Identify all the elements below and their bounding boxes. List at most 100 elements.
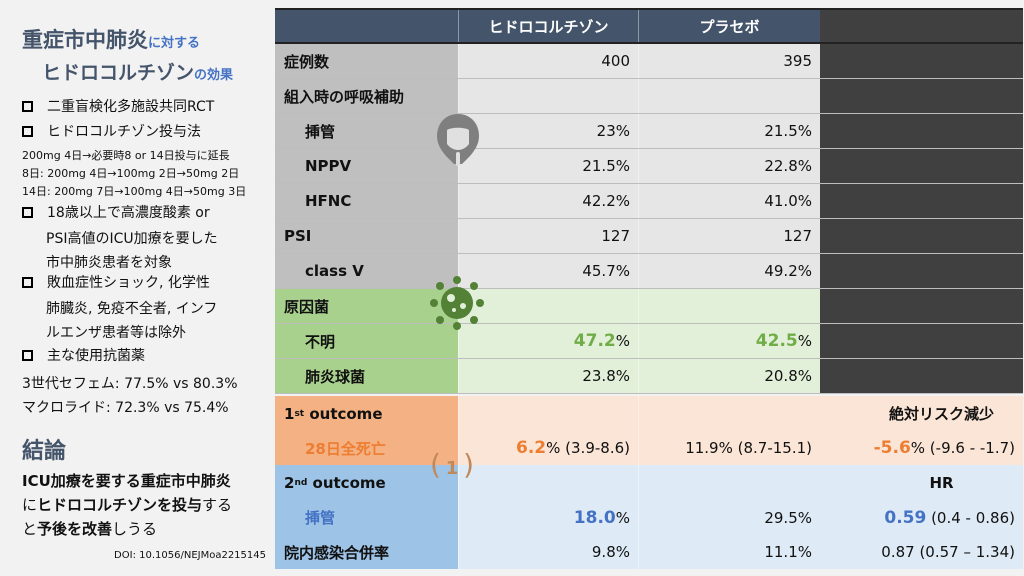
empty-cell [820,184,1023,218]
row-label: 挿管 [275,114,458,148]
bullet-text: 主な使用抗菌薬 [47,348,145,364]
cell: 21.5% [638,114,820,148]
header-empty [820,10,1023,42]
cell: 11.9% (8.7-15.1) [638,431,820,465]
cell [458,79,638,113]
title-line-2: ヒドロコルチゾンの効果 [42,58,233,85]
cell: 41.0% [638,184,820,218]
conclusion-line: にヒドロコルチゾンを投与する [22,494,232,515]
text-bold: ヒドロコルチゾンを投与 [37,496,203,514]
bullet-text: PSI高値のICU加療を要した [46,231,218,247]
cell [638,465,820,500]
cell: 23.8% [458,359,638,393]
laurel-left-icon: ( [430,448,441,481]
row-label: HFNC [275,184,458,218]
empty-cell [820,44,1023,78]
header-cell [275,10,458,42]
value: 45.7% [582,262,630,280]
title-main: 重症市中肺炎 [22,28,148,52]
row-label: 挿管 [275,500,458,535]
cell: 23% [458,114,638,148]
table-row: class Ⅴ 45.7% 49.2% [275,254,1023,289]
empty-cell [820,289,1023,323]
row-label: NPPV [275,149,458,183]
cell: 9.8% [458,535,638,569]
t: outcome [304,404,383,423]
table-row: HFNC 42.2% 41.0% [275,184,1023,219]
laurel-right-icon: ) [463,448,474,481]
table-row: 28日全死亡 6.2% (3.9-8.6) 11.9% (8.7-15.1) -… [275,431,1023,465]
conclusion-line: と予後を改善しうる [22,518,157,539]
value: 127 [601,227,630,245]
bullet-text: 肺臓炎, 免疫不全者, インフ [46,301,218,317]
cell: 29.5% [638,500,820,535]
cell: 45.7% [458,254,638,288]
cell [458,465,638,500]
cell: 22.8% [638,149,820,183]
text: しうる [112,520,158,538]
antibiotic-line: 3世代セフェム: 77.5% vs 80.3% [22,376,238,392]
t: (0.4 - 0.86) [926,508,1015,527]
hr-header: HR [820,465,1023,500]
row-label: 肺炎球菌 [275,359,458,393]
value: 127 [783,227,812,245]
empty-cell [820,149,1023,183]
value: % [615,332,630,350]
value: 21.5% [764,122,812,140]
row-label: 不明 [275,324,458,358]
t: 0.59 [884,507,927,528]
cell: 127 [458,219,638,253]
bullet-text: 市中肺炎患者を対象 [46,255,172,271]
row-label: 組入時の呼吸補助 [275,79,458,113]
cell: 127 [638,219,820,253]
row-label: 院内感染合併率 [275,535,458,569]
cell: 20.8% [638,359,820,393]
text: と [22,520,38,538]
t: outcome [307,473,386,492]
cell: 42.2% [458,184,638,218]
t: 1 [284,404,295,423]
empty-cell [820,254,1023,288]
conclusion-line: ICU加療を要する重症市中肺炎 [22,472,231,490]
t: nd [294,477,308,488]
table-row: 不明 47.2% 42.5% [275,324,1023,359]
text: に [22,496,38,514]
t: -5.6 [873,438,911,458]
bullet-text: ヒドロコルチゾン投与法 [47,124,201,140]
checkbox-square-icon [22,207,33,218]
cell [458,396,638,431]
empty-cell [820,219,1023,253]
cell: -5.6% (-9.6 - -1.7) [820,431,1023,465]
t: 18.0 [573,507,616,528]
value: 41.0% [764,192,812,210]
bullet: ヒドロコルチゾン投与法 [22,121,201,143]
t: 2 [284,473,295,492]
rank-number: 1 [445,457,459,479]
row-label: 28日全死亡 [275,431,458,465]
bacteria-icon [430,276,484,330]
t: % (3.9-8.6) [546,439,630,457]
bullet: 主な使用抗菌薬 [22,345,145,367]
doi-citation: DOI: 10.1056/NEJMoa2215145 [114,550,266,561]
cell: 0.59 (0.4 - 0.86) [820,500,1023,535]
bullet-text: 18歳以上で高濃度酸素 or [47,205,210,221]
title-small: の効果 [194,68,234,83]
highlight-value: 42.5 [755,331,798,351]
checkbox-square-icon [22,350,33,361]
table-row: 院内感染合併率 9.8% 11.1% 0.87 (0.57 – 1.34) [275,535,1023,569]
empty-cell [820,324,1023,358]
bullet-text: 敗血症性ショック, 化学性 [47,275,210,291]
t: st [294,408,305,419]
cell: 49.2% [638,254,820,288]
cell: 47.2% [458,324,638,358]
row-label: class Ⅴ [275,254,458,288]
t: 6.2 [516,438,547,458]
dosing-line: 8日: 200mg 4日→100mg 2日→50mg 2日 [22,167,240,180]
empty-cell [820,114,1023,148]
value: 23% [596,122,630,140]
cell [638,79,820,113]
value: 49.2% [764,262,812,280]
